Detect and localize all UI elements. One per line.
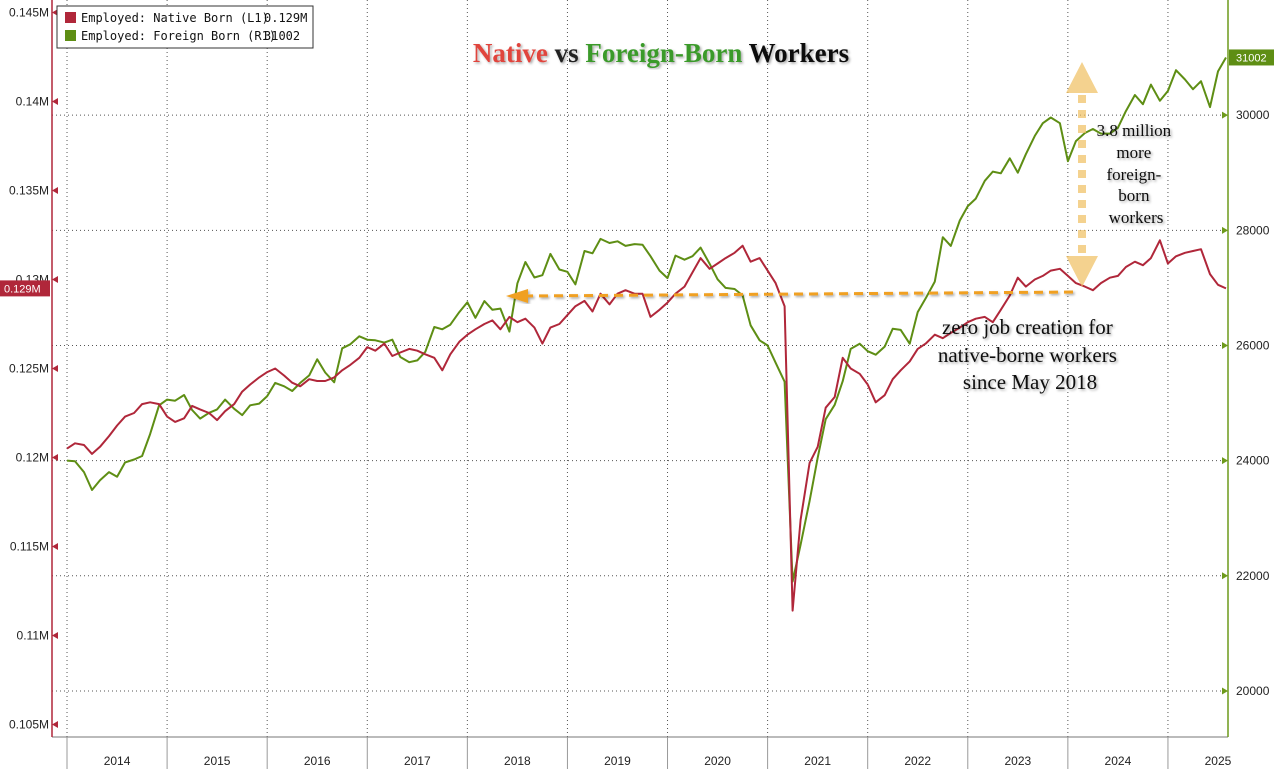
horizontal-annotation-arrow: [506, 289, 1079, 303]
annotation-gap-line-3: foreign-: [1106, 165, 1161, 184]
right-axis: 20000 22000 24000 26000 28000 30000: [1222, 0, 1270, 737]
title-workers: Workers: [742, 38, 849, 68]
right-tick-label: 22000: [1236, 569, 1270, 583]
legend-value-native: 0.129M: [264, 11, 307, 25]
x-tick-label: 2014: [104, 754, 131, 768]
left-last-value-badge: 0.129M: [0, 280, 50, 297]
left-tick-marker: [52, 365, 58, 372]
right-tick-marker: [1222, 341, 1228, 349]
x-tick-label: 2023: [1004, 754, 1031, 768]
left-tick-marker: [52, 97, 58, 105]
right-tick-label: 20000: [1236, 684, 1270, 698]
x-tick-label: 2025: [1205, 754, 1232, 768]
right-tick-marker: [1222, 111, 1228, 119]
annotation-gap-line-4: born: [1118, 186, 1150, 205]
right-tick-marker: [1222, 687, 1228, 695]
annotation-gap-line-1: 3.8 million: [1097, 121, 1172, 140]
left-tick-marker: [52, 543, 58, 551]
right-last-value-badge: 31002: [1229, 49, 1274, 66]
right-tick-marker: [1222, 457, 1228, 465]
x-tick-label: 2017: [404, 754, 431, 768]
legend-label-native: Employed: Native Born (L1): [81, 11, 269, 25]
x-tick-label: 2022: [904, 754, 931, 768]
plot-background: [52, 0, 1228, 737]
vertical-arrowhead-down: [1066, 256, 1098, 287]
left-last-value-box: [0, 280, 50, 297]
right-tick-label: 30000: [1236, 108, 1270, 122]
horizontal-arrowhead: [506, 289, 528, 303]
annotation-gap-line-2: more: [1116, 143, 1151, 162]
title-foreign-born: Foreign-Born: [585, 38, 742, 68]
annotation-gap-line-5: workers: [1109, 208, 1164, 227]
x-tick-label: 2019: [604, 754, 631, 768]
series-line-foreign-born: [66, 57, 1227, 583]
vertical-arrowhead-up: [1066, 62, 1098, 93]
annotation-zero-line-2: native-borne workers: [938, 343, 1117, 367]
x-axis: 2014 2015 2016 2017 2018 2019 2020 2021 2022 2023…: [52, 736, 1232, 769]
left-tick-label: 0.115M: [10, 540, 49, 554]
legend-swatch-native: [65, 12, 76, 23]
chart-title: Native vs Foreign-Born Workers: [473, 38, 849, 68]
annotation-gap: 3.8 million more foreign- born workers: [1097, 121, 1176, 227]
x-tick-label: 2015: [204, 754, 231, 768]
right-tick-label: 26000: [1236, 338, 1270, 352]
annotation-zero-job-creation: zero job creation for native-borne worke…: [938, 315, 1122, 394]
left-tick-marker: [52, 275, 58, 283]
right-tick-label: 24000: [1236, 454, 1270, 468]
left-tick-label: 0.135M: [9, 183, 49, 197]
legend: Employed: Native Born (L1) 0.129M Employ…: [56, 5, 314, 49]
right-last-value-box: [1229, 49, 1274, 66]
series-line-native-born: [66, 239, 1227, 612]
series-layer: [66, 57, 1227, 612]
x-tick-label: 2020: [704, 754, 731, 768]
left-last-value-text: 0.129M: [4, 283, 41, 295]
legend-value-foreign: 31002: [264, 29, 300, 43]
left-tick-marker: [52, 632, 58, 640]
vertical-annotation-arrow: [1066, 62, 1098, 287]
x-tick-label: 2024: [1105, 754, 1132, 768]
left-axis: 0.105M0.11M0.115M0.12M0.125M0.13M0.135M0…: [9, 0, 58, 737]
left-tick-label: 0.11M: [17, 629, 49, 643]
horizontal-dashed-line: [523, 290, 1079, 298]
legend-swatch-foreign: [65, 30, 76, 41]
x-tick-label: 2018: [504, 754, 531, 768]
left-tick-label: 0.125M: [9, 362, 49, 376]
right-last-value-text: 31002: [1236, 52, 1267, 64]
legend-label-foreign: Employed: Foreign Born (R1): [81, 29, 276, 43]
legend-box: [56, 5, 314, 49]
title-vs: vs: [548, 38, 586, 68]
left-tick-label: 0.105M: [9, 718, 49, 732]
x-tick-label: 2021: [804, 754, 831, 768]
left-tick-label: 0.145M: [9, 5, 49, 19]
annotation-zero-line-1: zero job creation for: [942, 315, 1113, 339]
left-tick-label: 0.12M: [16, 451, 49, 465]
annotation-zero-line-3: since May 2018: [963, 370, 1097, 394]
right-tick-label: 28000: [1236, 223, 1270, 237]
x-tick-label: 2016: [304, 754, 331, 768]
grid: [52, 0, 1228, 737]
left-tick-label: 0.14M: [16, 94, 49, 108]
title-native: Native: [473, 38, 548, 68]
right-tick-marker: [1222, 226, 1228, 234]
right-tick-marker: [1222, 572, 1228, 580]
left-tick-marker: [52, 454, 58, 462]
left-tick-marker: [52, 186, 58, 194]
left-tick-marker: [52, 721, 58, 729]
